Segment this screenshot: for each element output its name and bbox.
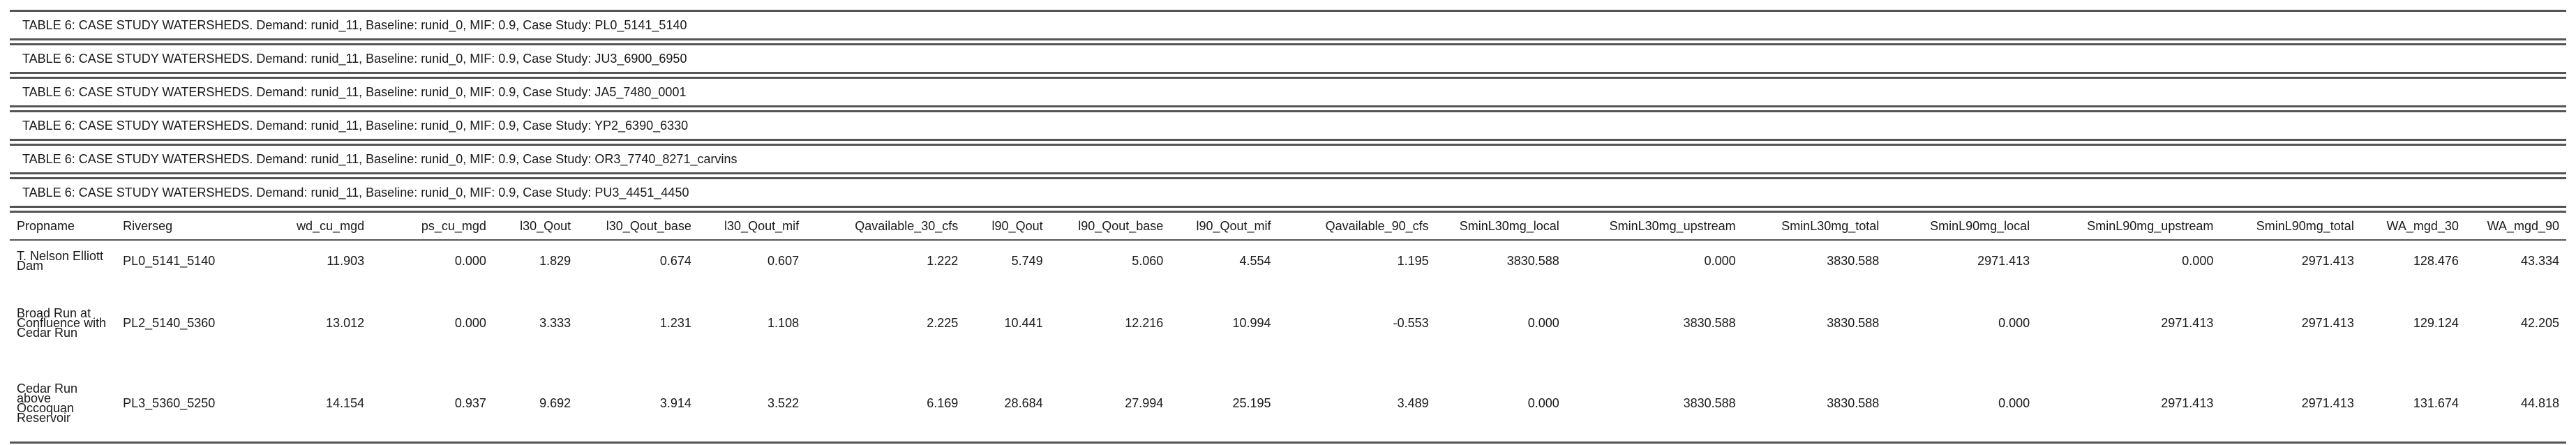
cell-value: 44.818: [2520, 395, 2559, 410]
cell-value: 0.000: [1527, 395, 1559, 410]
cell-value: 2971.413: [2161, 395, 2214, 410]
cell-value: 2971.413: [2301, 253, 2354, 268]
cell-value: 3830.588: [1506, 253, 1559, 268]
col-header-sminl30mg-total: SminL30mg_total: [1742, 211, 1887, 241]
cell-propname: Cedar Run above Occoquan Reservoir: [17, 382, 78, 425]
cell-value: 3.522: [767, 395, 800, 410]
cell-riverseg: PL3_5360_5250: [123, 395, 216, 410]
col-header-wd-cu-mgd: wd_cu_mgd: [249, 211, 372, 241]
cell-value: 3.333: [539, 315, 571, 330]
table-caption: TABLE 6: CASE STUDY WATERSHEDS. Demand: …: [10, 43, 2566, 74]
col-header-wa-mgd-30: WA_mgd_30: [2360, 211, 2466, 241]
col-header-l30-qout: l30_Qout: [493, 211, 578, 241]
col-header-l30-qout-mif: l30_Qout_mif: [698, 211, 807, 241]
table-row: Cedar Run above Occoquan Reservoir PL3_5…: [10, 365, 2566, 443]
cell-value: 1.108: [767, 315, 800, 330]
cell-value: 2971.413: [1977, 253, 2030, 268]
cell-value: 3830.588: [1827, 395, 1880, 410]
cell-value: 2971.413: [2301, 395, 2354, 410]
cell-value: 6.169: [927, 395, 959, 410]
document: TABLE 6: CASE STUDY WATERSHEDS. Demand: …: [10, 10, 2566, 444]
cell-value: 3830.588: [1827, 253, 1880, 268]
table-caption: TABLE 6: CASE STUDY WATERSHEDS. Demand: …: [10, 177, 2566, 208]
table-row: T. Nelson Elliott Dam PL0_5141_5140 11.9…: [10, 240, 2566, 281]
cell-value: 128.476: [2413, 253, 2459, 268]
cell-value: 1.829: [539, 253, 571, 268]
cell-value: 2971.413: [2301, 315, 2354, 330]
cell-value: 11.903: [327, 253, 365, 268]
col-header-riverseg: Riverseg: [116, 211, 250, 241]
cell-value: 2.225: [927, 315, 959, 330]
col-header-propname: Propname: [10, 211, 117, 241]
col-header-l90-qout: l90_Qout: [965, 211, 1050, 241]
case-study-table: Propname Riverseg wd_cu_mgd ps_cu_mgd l3…: [10, 211, 2566, 444]
cell-value: 0.000: [454, 253, 486, 268]
cell-value: 43.334: [2520, 253, 2559, 268]
col-header-sminl30mg-upstream: SminL30mg_upstream: [1566, 211, 1743, 241]
table-caption: TABLE 6: CASE STUDY WATERSHEDS. Demand: …: [10, 77, 2566, 107]
cell-propname: Broad Run at Confluence with Cedar Run: [17, 306, 107, 340]
col-header-wa-mgd-90: WA_mgd_90: [2465, 211, 2566, 241]
col-header-sminl90mg-local: SminL90mg_local: [1886, 211, 2037, 241]
cell-riverseg: PL0_5141_5140: [123, 253, 216, 268]
col-header-qavailable-90-cfs: Qavailable_90_cfs: [1278, 211, 1436, 241]
cell-value: 0.000: [2182, 253, 2214, 268]
col-header-sminl90mg-total: SminL90mg_total: [2220, 211, 2361, 241]
col-header-l90-qout-mif: l90_Qout_mif: [1170, 211, 1278, 241]
cell-value: 42.205: [2520, 315, 2559, 330]
col-header-sminl30mg-local: SminL30mg_local: [1435, 211, 1566, 241]
col-header-qavailable-30-cfs: Qavailable_30_cfs: [806, 211, 966, 241]
cell-value: 1.222: [927, 253, 959, 268]
cell-value: 27.994: [1125, 395, 1164, 410]
cell-value: 0.937: [454, 395, 486, 410]
cell-value: 5.060: [1132, 253, 1164, 268]
cell-value: 3.489: [1397, 395, 1429, 410]
col-header-ps-cu-mgd: ps_cu_mgd: [371, 211, 493, 241]
cell-value: 2971.413: [2161, 315, 2214, 330]
cell-value: 1.231: [659, 315, 691, 330]
col-header-sminl90mg-upstream: SminL90mg_upstream: [2037, 211, 2221, 241]
table-caption: TABLE 6: CASE STUDY WATERSHEDS. Demand: …: [10, 110, 2566, 141]
cell-value: 0.000: [454, 315, 486, 330]
cell-value: 0.607: [767, 253, 800, 268]
cell-value: 0.000: [1998, 395, 2030, 410]
cell-value: 13.012: [326, 315, 365, 330]
cell-value: 1.195: [1397, 253, 1429, 268]
cell-value: 9.692: [539, 395, 571, 410]
col-header-l90-qout-base: l90_Qout_base: [1049, 211, 1171, 241]
cell-value: 3830.588: [1683, 395, 1736, 410]
cell-value: 14.154: [326, 395, 365, 410]
cell-riverseg: PL2_5140_5360: [123, 315, 216, 330]
table-row: Broad Run at Confluence with Cedar Run P…: [10, 281, 2566, 365]
cell-value: 0.000: [1527, 315, 1559, 330]
cell-propname: T. Nelson Elliott Dam: [17, 249, 104, 273]
cell-value: 10.441: [1004, 315, 1043, 330]
cell-value: 10.994: [1232, 315, 1271, 330]
cell-value: 25.195: [1232, 395, 1271, 410]
cell-value: -0.553: [1393, 315, 1429, 330]
col-header-l30-qout-base: l30_Qout_base: [578, 211, 698, 241]
table-caption: TABLE 6: CASE STUDY WATERSHEDS. Demand: …: [10, 144, 2566, 174]
header-row: Propname Riverseg wd_cu_mgd ps_cu_mgd l3…: [10, 211, 2566, 241]
cell-value: 0.000: [1704, 253, 1736, 268]
table-caption: TABLE 6: CASE STUDY WATERSHEDS. Demand: …: [10, 10, 2566, 40]
cell-value: 28.684: [1004, 395, 1043, 410]
cell-value: 129.124: [2413, 315, 2459, 330]
cell-value: 131.674: [2413, 395, 2459, 410]
cell-value: 0.000: [1998, 315, 2030, 330]
cell-value: 3830.588: [1683, 315, 1736, 330]
cell-value: 3830.588: [1827, 315, 1880, 330]
cell-value: 0.674: [659, 253, 691, 268]
cell-value: 4.554: [1239, 253, 1271, 268]
cell-value: 5.749: [1011, 253, 1043, 268]
cell-value: 12.216: [1125, 315, 1164, 330]
cell-value: 3.914: [659, 395, 691, 410]
